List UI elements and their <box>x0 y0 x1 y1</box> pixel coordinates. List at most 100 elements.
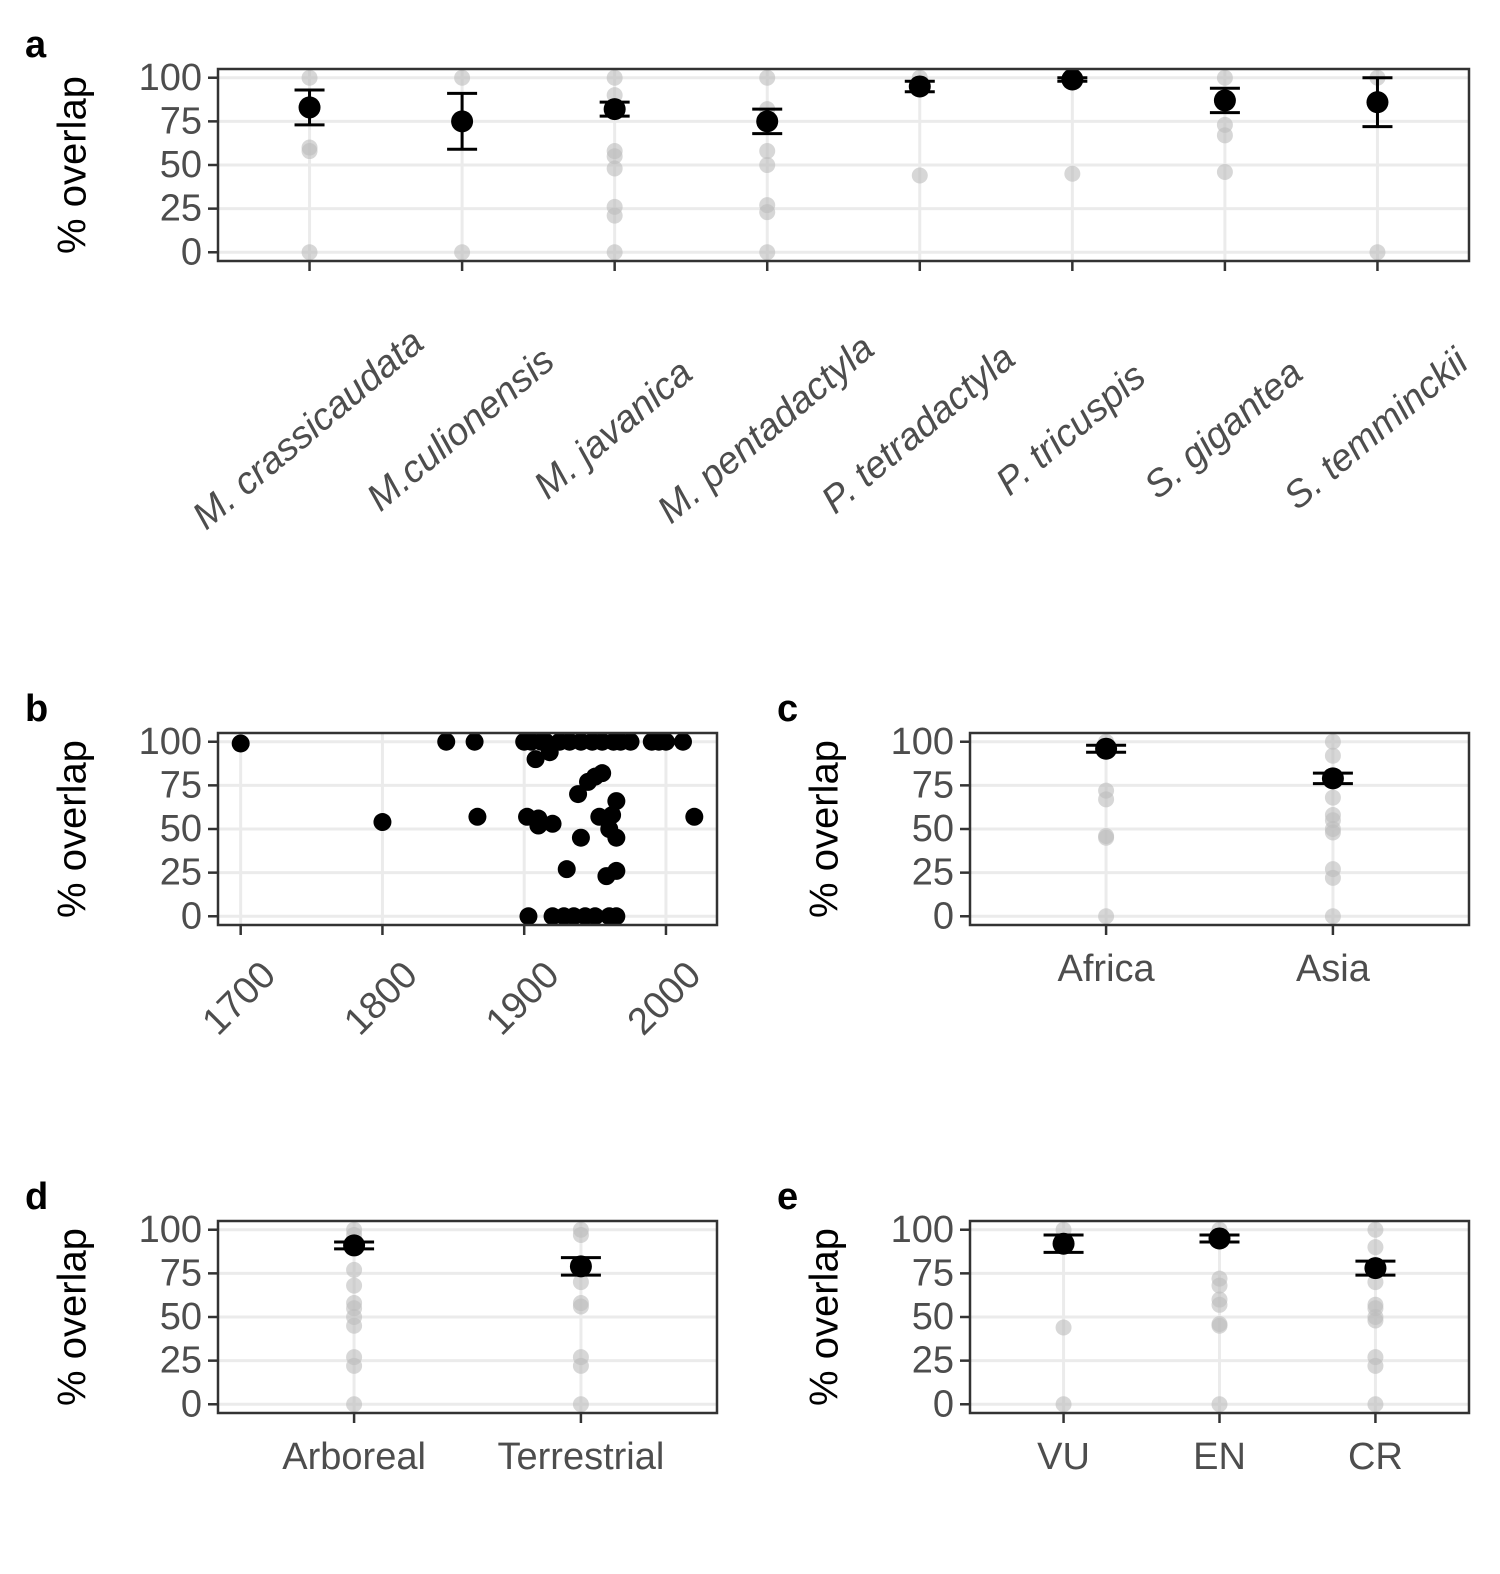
y-tick-label: 50 <box>160 1296 202 1338</box>
point <box>519 907 538 926</box>
y-tick-label: 100 <box>139 57 202 99</box>
x-tick-label: Arboreal <box>282 1436 426 1478</box>
raw-point <box>1324 789 1341 806</box>
raw-point <box>1324 747 1341 764</box>
mean-point <box>1366 91 1389 114</box>
x-tick-label: VU <box>1037 1436 1090 1478</box>
point <box>468 807 487 826</box>
raw-point <box>346 1277 363 1294</box>
y-tick-label: 25 <box>912 1340 954 1382</box>
x-tick-label: Asia <box>1296 948 1371 990</box>
raw-point <box>572 1274 589 1291</box>
raw-point <box>1055 1396 1072 1413</box>
raw-point <box>911 167 928 184</box>
panel-letter: d <box>25 1176 48 1218</box>
panel-letter: e <box>777 1176 798 1218</box>
x-tick-label: EN <box>1193 1436 1246 1478</box>
mean-point <box>298 96 321 119</box>
raw-point <box>1098 791 1115 808</box>
raw-point <box>572 1396 589 1413</box>
y-tick-label: 100 <box>139 721 202 763</box>
y-tick-label: 75 <box>912 1252 954 1294</box>
x-tick-label: 2000 <box>620 954 709 1043</box>
panel-border <box>968 1219 1471 1415</box>
raw-point <box>346 1396 363 1413</box>
mean-point <box>908 75 931 98</box>
point <box>571 828 590 847</box>
raw-point <box>1324 908 1341 925</box>
point <box>607 792 626 811</box>
point <box>437 732 456 751</box>
point <box>231 734 250 753</box>
x-tick-label: S. temminckii <box>1276 340 1477 518</box>
y-tick-label: 75 <box>160 764 202 806</box>
mean-point <box>603 98 626 121</box>
y-tick-label: 50 <box>160 144 202 186</box>
y-tick-label: 25 <box>160 852 202 894</box>
y-tick-label: 75 <box>160 1252 202 1294</box>
point <box>621 732 640 751</box>
raw-point <box>1064 165 1081 182</box>
point <box>529 809 548 828</box>
x-tick-label: CR <box>1348 1436 1403 1478</box>
raw-point <box>1216 69 1233 86</box>
raw-point <box>1367 1221 1384 1238</box>
point <box>656 732 675 751</box>
point <box>603 806 622 825</box>
panel-border <box>216 731 719 927</box>
raw-point <box>759 157 776 173</box>
raw-point <box>1211 1277 1228 1294</box>
x-tick-label: 1900 <box>478 954 567 1043</box>
raw-point <box>759 143 776 160</box>
raw-point <box>346 1261 363 1278</box>
raw-point <box>1098 908 1115 925</box>
y-tick-label: 50 <box>912 1296 954 1338</box>
mean-point <box>1052 1232 1075 1255</box>
x-tick-label: Terrestrial <box>498 1436 665 1478</box>
raw-point <box>1324 869 1341 886</box>
point <box>557 860 576 879</box>
mean-point <box>756 110 779 133</box>
panel-letter: b <box>25 688 48 730</box>
raw-point <box>301 143 318 160</box>
raw-point <box>572 1357 589 1374</box>
y-tick-label: 0 <box>933 895 954 937</box>
raw-point <box>1324 824 1341 841</box>
raw-point <box>1367 1239 1384 1256</box>
raw-point <box>572 1298 589 1315</box>
point <box>593 764 612 783</box>
y-tick-label: 100 <box>139 1209 202 1251</box>
raw-point <box>606 160 623 177</box>
panel-border <box>216 67 1471 263</box>
point <box>607 828 626 847</box>
raw-point <box>1211 1296 1228 1313</box>
y-tick-label: 25 <box>912 852 954 894</box>
point <box>543 814 562 833</box>
raw-point <box>346 1357 363 1374</box>
raw-point <box>1324 733 1341 750</box>
mean-point <box>1321 767 1344 790</box>
y-tick-label: 50 <box>160 808 202 850</box>
y-tick-label: 75 <box>912 764 954 806</box>
panel-border <box>968 731 1471 927</box>
x-tick-label: Africa <box>1058 948 1156 990</box>
x-tick-label: 1700 <box>195 954 284 1043</box>
point <box>685 807 704 826</box>
raw-point <box>606 148 623 165</box>
panel-letter: c <box>777 688 798 730</box>
y-tick-label: 100 <box>891 721 954 763</box>
panel-letter: a <box>25 24 47 66</box>
y-tick-label: 0 <box>181 895 202 937</box>
raw-point <box>572 1226 589 1243</box>
y-tick-label: 0 <box>181 231 202 273</box>
y-tick-label: 0 <box>181 1383 202 1425</box>
mean-point <box>569 1255 592 1278</box>
raw-point <box>606 69 623 86</box>
raw-point <box>1211 1396 1228 1413</box>
point <box>607 861 626 880</box>
raw-point <box>759 69 776 86</box>
raw-point <box>1367 1357 1384 1374</box>
panel-border <box>216 1219 719 1415</box>
point <box>526 750 545 769</box>
